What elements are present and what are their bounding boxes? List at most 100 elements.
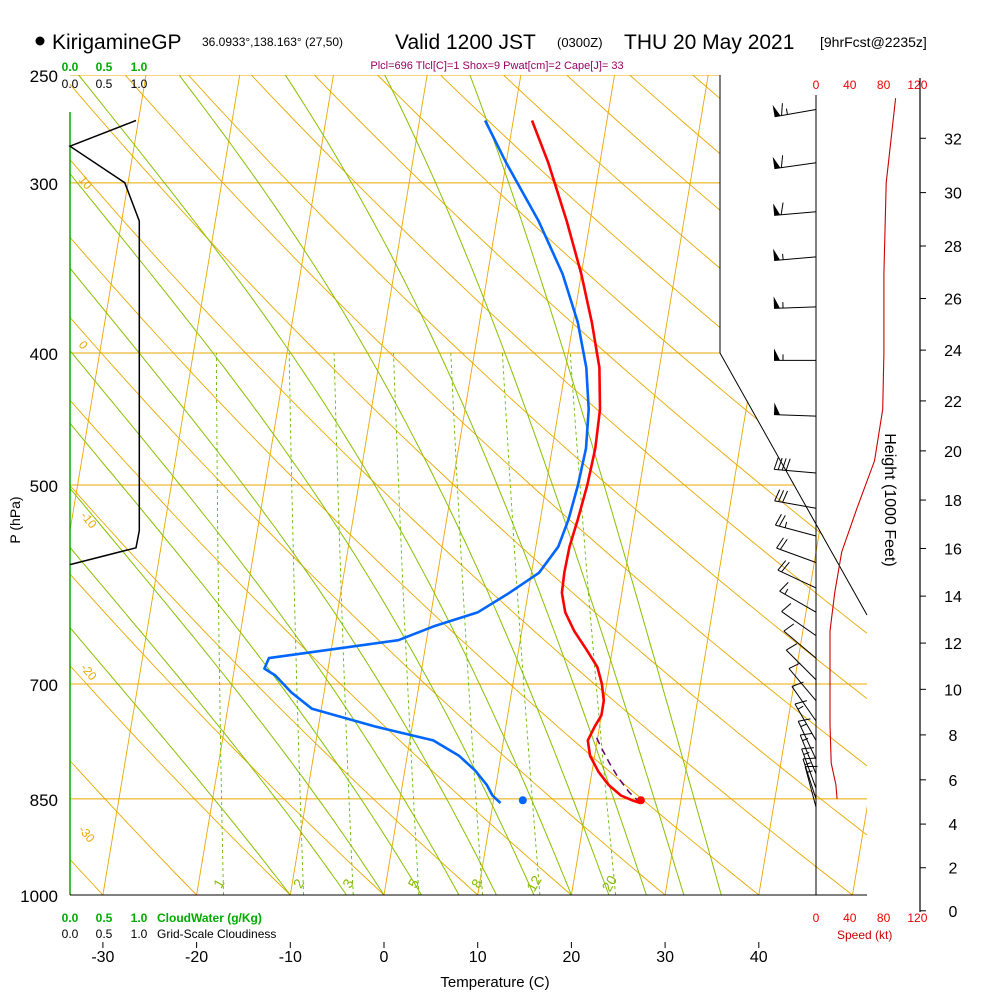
height-tick-label: 22 (944, 394, 962, 411)
wind-barb-half (803, 751, 810, 755)
cloudwater-bottom-tick: 0.0 (62, 911, 79, 925)
wind-barb-full (782, 490, 789, 503)
profiles (263, 119, 645, 805)
wind-speed-line (829, 98, 897, 799)
height-tick-label: 0 (949, 904, 958, 921)
dry-adiabat-line (70, 573, 385, 895)
dry-adiabat-line (70, 158, 853, 895)
wind-barb-full (777, 560, 787, 571)
isotherm-line (852, 805, 867, 895)
station-marker-icon (35, 36, 45, 46)
moist-adiabat-line (70, 422, 422, 895)
wind-barb-full (780, 202, 784, 215)
wind-barb-full (786, 643, 798, 651)
mixing-ratio-line (569, 352, 617, 895)
wind-barb-full (778, 490, 785, 502)
wind-barb-staff (797, 721, 817, 760)
wind-barb-staff (774, 414, 817, 417)
moist-adiabat-line (70, 487, 385, 895)
mixing-ratio-label: 1 (210, 876, 228, 891)
wind-barb-half (800, 723, 807, 728)
cloudiness-label: Grid-Scale Cloudiness (157, 927, 276, 941)
wind-barb-flag (773, 248, 781, 261)
isotherm-label: -10 (78, 509, 100, 532)
cloudwater-top-tick: 1.0 (131, 60, 148, 74)
dry-adiabat-line (314, 75, 867, 571)
isotherm-label: -30 (76, 823, 98, 846)
wind-barb-staff (776, 547, 817, 563)
wind-barb-full (774, 489, 781, 502)
wind-barb (772, 103, 817, 118)
utc-time: (0300Z) (557, 35, 603, 50)
isotherm-line (196, 75, 334, 895)
dry-adiabat-line (0, 75, 9, 895)
wind-barb-staff (774, 256, 817, 262)
height-tick-label: 8 (949, 728, 958, 745)
mixing-ratio-line (450, 352, 483, 895)
speed-top-tick: 80 (877, 78, 891, 92)
wind-barb-flag (773, 203, 781, 216)
wind-barb-full (781, 603, 792, 612)
isotherm-line (102, 75, 241, 895)
moist-adiabat-line (70, 267, 497, 895)
wind-barb (779, 581, 817, 613)
wind-barb (785, 643, 817, 681)
dry-adiabat-line (70, 236, 760, 895)
speed-bottom-tick: 120 (907, 911, 927, 925)
plot-boundary (719, 75, 869, 616)
wind-barb (783, 623, 817, 659)
wind-barb-full (774, 514, 782, 526)
wind-barb (774, 348, 816, 361)
pressure-tick-label: 850 (30, 791, 58, 810)
height-tick-label: 10 (944, 682, 962, 699)
dry-adiabat-line (70, 399, 572, 895)
cloudiness-bottom-tick: 1.0 (131, 927, 148, 941)
wind-barb-full (801, 747, 814, 750)
height-tick-label: 12 (944, 636, 962, 653)
wind-barb-staff (788, 668, 817, 702)
wind-barb-full (781, 103, 783, 116)
wind-barb-staff (802, 758, 817, 800)
surface-temp-marker (636, 796, 645, 805)
wind-barb-half (797, 705, 804, 710)
wind-barb (781, 603, 817, 637)
wind-barb (773, 248, 817, 262)
speed-bottom-tick: 0 (813, 911, 820, 925)
valid-time: Valid 1200 JST (395, 31, 536, 54)
dry-adiabat-line (440, 75, 867, 449)
mixing-ratio-line (501, 352, 541, 895)
valid-date: THU 20 May 2021 (624, 31, 794, 54)
moist-adiabat-line (78, 75, 572, 895)
dry-adiabat-line (250, 75, 867, 634)
temp-tick-label: 20 (563, 949, 581, 966)
wind-barb (802, 757, 817, 800)
wind-barb-half (806, 770, 813, 773)
pressure-tick-label: 400 (30, 345, 58, 364)
wind-barb-staff (804, 766, 817, 808)
height-tick-label: 20 (944, 444, 962, 461)
pressure-tick-label: 500 (30, 477, 58, 496)
cloudiness-profile-line (68, 119, 141, 566)
cloudiness-bottom-tick: 0.5 (96, 927, 113, 941)
wind-barb-staff (801, 748, 817, 789)
wind-barb-staff (781, 611, 817, 637)
parcel-path-line (595, 736, 641, 804)
surface-dewpoint-marker (518, 796, 527, 805)
wind-barb-half (782, 253, 784, 260)
wind-barb-flag (774, 348, 780, 361)
dry-adiabat-line (70, 665, 291, 895)
cloudwater-bottom-tick: 1.0 (131, 911, 148, 925)
cloudwater-bottom-tick: 0.5 (96, 911, 113, 925)
speed-bottom-tick: 40 (843, 911, 857, 925)
cloudiness-top-tick: 0.0 (62, 77, 79, 91)
height-tick-label: 28 (944, 239, 962, 256)
wind-barb-flag (772, 104, 781, 117)
wind-barb-half (784, 521, 788, 528)
dewpoint-line (263, 119, 591, 804)
wind-barb-full (802, 757, 816, 760)
wind-barb (773, 457, 817, 474)
mixing-ratio-label: 2 (290, 876, 308, 891)
wind-barb-full (778, 515, 786, 527)
wind-barb (788, 662, 817, 702)
dry-adiabat-line (70, 760, 197, 895)
